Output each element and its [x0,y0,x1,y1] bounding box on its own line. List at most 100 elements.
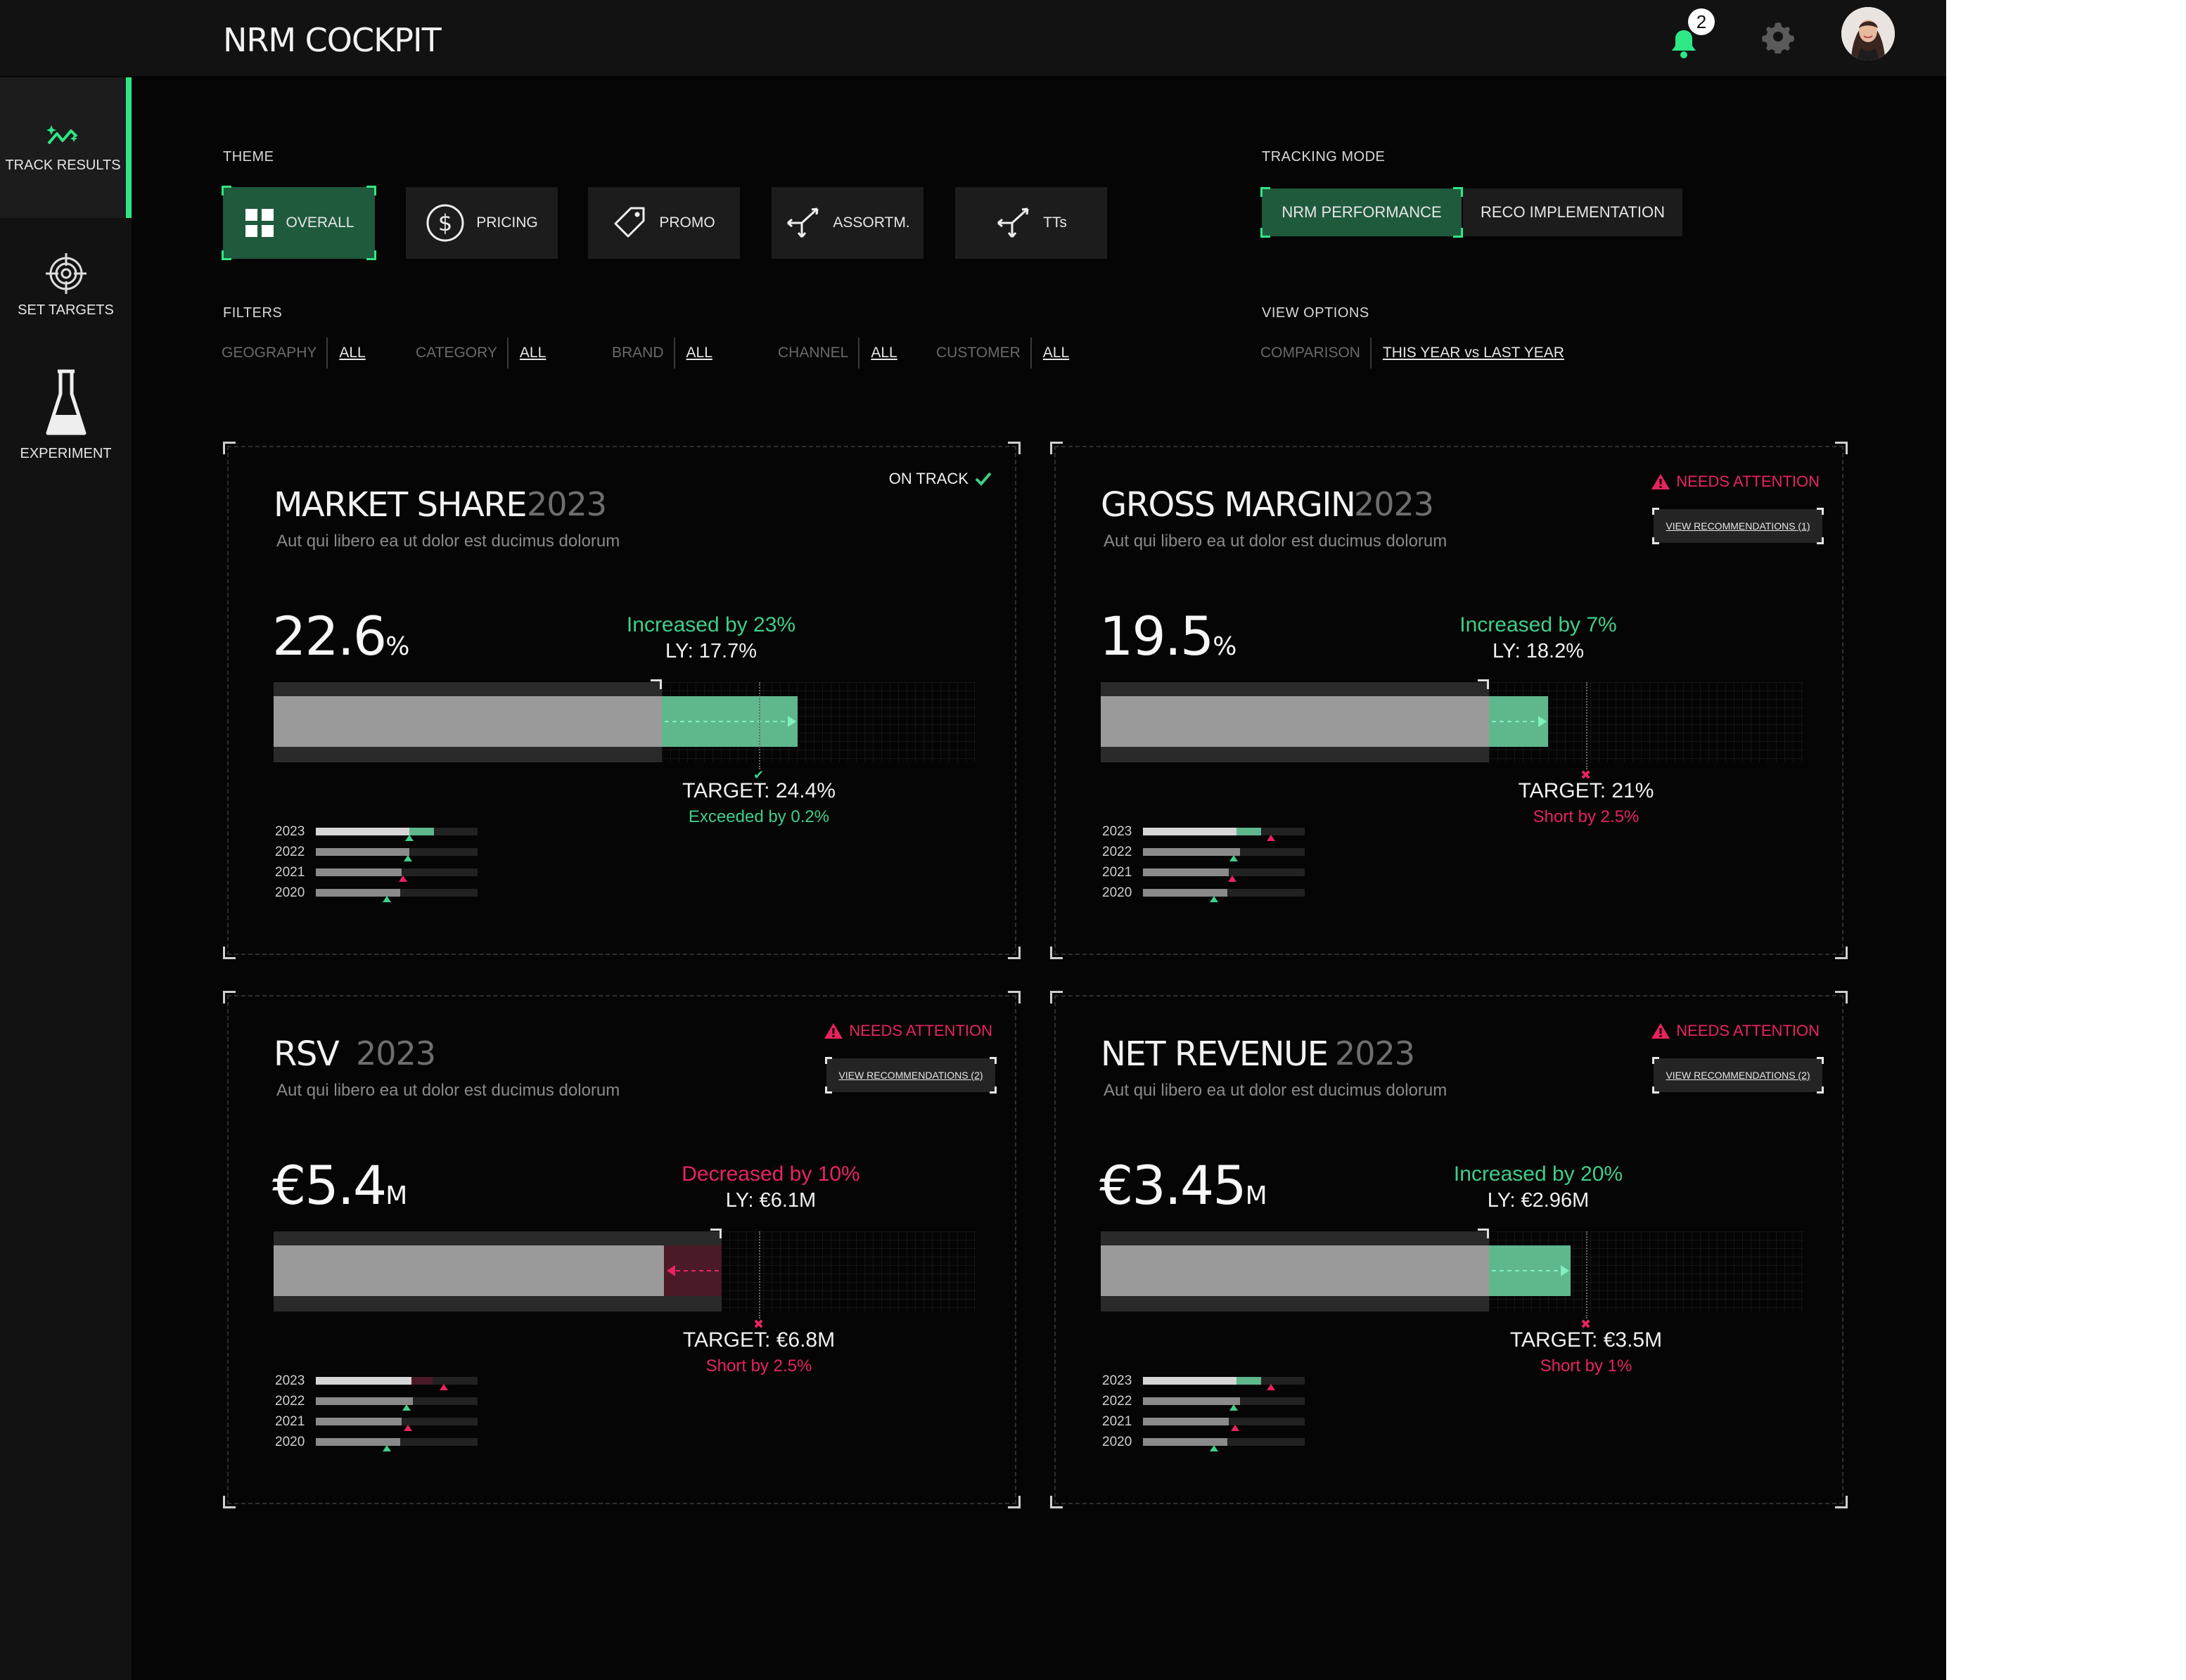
card-title: RSV [274,1034,340,1074]
delta-arrow [665,716,796,727]
target-icon [45,252,87,294]
warning-icon [1651,474,1670,489]
history-target-marker [399,876,407,882]
history-year: 2023 [1102,823,1132,839]
change-text: Increased by 23% [626,613,796,636]
history-fill [316,1438,400,1446]
status-text: ON TRACK [888,470,969,487]
history-target-marker [1210,1445,1218,1451]
view-recommendations-button[interactable]: VIEW RECOMMENDATIONS (2) [1652,1057,1824,1094]
theme-button-assortment[interactable]: ASSORTM. [772,187,923,259]
tracking-mode-reco-implementation[interactable]: RECO IMPLEMENTATION [1463,188,1682,236]
history-fill [1143,1418,1229,1425]
filter-category[interactable]: CATEGORY ALL [416,338,546,368]
warning-icon [1651,1023,1670,1039]
target-line [759,1231,760,1319]
view-recommendations-button[interactable]: VIEW RECOMMENDATIONS (2) [825,1057,997,1094]
history-bars: 2023 2022 2021 2020 [1102,1371,1305,1452]
target-label: TARGET: €3.5M [1509,1328,1663,1352]
dollar-icon: $ [426,204,464,242]
theme-button-promo[interactable]: PROMO [588,187,740,259]
last-year-text: LY: €2.96M [1487,1189,1590,1212]
history-row: 2020 [275,1432,478,1452]
theme-button-pricing[interactable]: $ PRICING [406,187,558,259]
filter-brand[interactable]: BRAND ALL [612,338,712,368]
card-year: 2023 [1354,485,1434,523]
history-track [1143,868,1305,882]
history-row: 2022 [275,1391,478,1411]
history-track [1143,1438,1305,1451]
theme-button-label: ASSORTM. [833,214,910,231]
history-track [1143,1418,1305,1431]
filter-value[interactable]: ALL [339,345,366,361]
history-year: 2020 [275,885,305,900]
view-option-value[interactable]: THIS YEAR vs LAST YEAR [1382,345,1564,361]
history-year: 2022 [275,1393,305,1409]
sidebar-item-experiment[interactable]: EXPERIMENT [0,355,132,475]
filter-value[interactable]: ALL [871,345,897,361]
history-fill [1143,889,1227,897]
kpi-bar: ✖ [274,1229,977,1331]
sidebar-item-track-results[interactable]: TRACK RESULTS [0,77,132,218]
history-track [316,1418,478,1431]
view-options-label: VIEW OPTIONS [1262,305,1369,321]
filter-customer[interactable]: CUSTOMER ALL [936,338,1069,368]
history-track [1143,1377,1305,1390]
user-avatar[interactable] [1841,7,1895,60]
history-row: 2021 [275,1411,478,1432]
filter-geography[interactable]: GEOGRAPHY ALL [222,338,366,368]
history-fill [316,828,409,835]
tag-icon [614,207,645,238]
tracking-mode-label: TRACKING MODE [1262,149,1386,165]
history-target-marker [440,1384,448,1390]
last-year-text: LY: 18.2% [1492,640,1585,662]
kpi-value: 19.5% [1099,605,1236,667]
card-title: NET REVENUE [1101,1034,1329,1074]
grid-icon [245,209,274,237]
filter-value[interactable]: ALL [519,345,546,361]
target-line [1586,682,1587,769]
history-row: 2022 [1102,842,1305,862]
history-row: 2021 [275,862,478,883]
history-row: 2020 [1102,883,1305,903]
history-row: 2023 [275,1371,478,1391]
bar-delta [662,696,798,747]
filter-channel[interactable]: CHANNEL ALL [778,338,897,368]
filter-value[interactable]: ALL [1042,345,1070,361]
top-bar: NRM COCKPIT 2 [0,0,1946,76]
check-icon [975,472,992,486]
theme-button-tts[interactable]: TTs [955,187,1107,259]
card-frame [1054,995,1843,1504]
notification-count-badge: 2 [1688,8,1715,35]
card-subtitle: Aut qui libero ea ut dolor est ducimus d… [1104,532,1447,551]
view-option-comparison[interactable]: COMPARISON THIS YEAR vs LAST YEAR [1260,338,1564,368]
notification-bell-icon[interactable] [1666,25,1702,62]
history-year: 2022 [275,844,305,859]
theme-button-label: PRICING [476,214,538,231]
target-miss-icon: ✖ [753,1317,765,1331]
filter-key: CHANNEL [778,345,849,361]
svg-text:$: $ [438,210,452,236]
card-year: 2023 [527,485,607,523]
theme-button-overall[interactable]: OVERALL [222,186,376,260]
sidebar-item-set-targets[interactable]: SET TARGETS [0,232,132,338]
ly-marker [651,679,662,689]
tracking-mode-nrm-performance[interactable]: NRM PERFORMANCE [1260,187,1463,238]
card-title: GROSS MARGIN [1101,485,1356,525]
target-label: TARGET: 21% [1518,779,1654,802]
bar-delta [1489,696,1548,747]
history-target-marker [1231,1425,1239,1431]
settings-gear-icon[interactable] [1758,17,1798,56]
change-text: Increased by 20% [1453,1162,1623,1186]
kpi-card-gross-margin: GROSS MARGIN 2023 Aut qui libero ea ut dol… [1050,442,1848,959]
history-target-marker [1267,835,1275,841]
view-recommendations-button[interactable]: VIEW RECOMMENDATIONS (1) [1652,508,1824,544]
history-row: 2023 [275,821,478,842]
history-fill [316,1377,411,1385]
history-year: 2021 [275,1413,305,1429]
ly-marker [1478,679,1489,689]
track-results-icon [46,124,77,144]
filter-value[interactable]: ALL [686,345,712,361]
target-miss-icon: ✖ [1580,1317,1592,1331]
history-target-marker [1267,1384,1275,1390]
